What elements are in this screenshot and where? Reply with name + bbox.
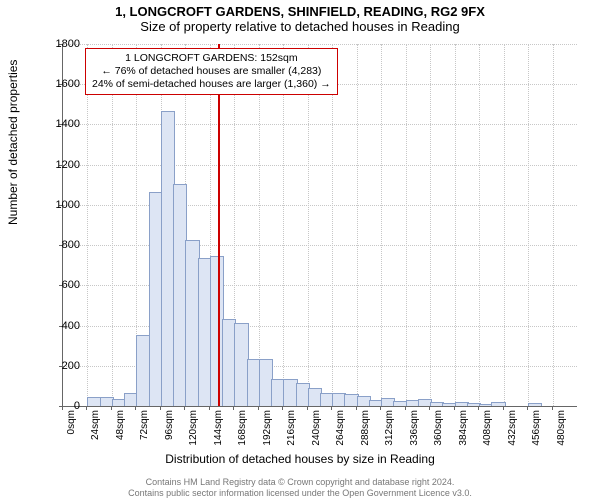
xtick-label: 72sqm	[139, 410, 150, 440]
chart-container: 1, LONGCROFT GARDENS, SHINFIELD, READING…	[0, 0, 600, 500]
xtick-label: 120sqm	[188, 410, 199, 446]
gridline-v	[112, 44, 113, 406]
xtick-mark	[552, 406, 553, 410]
gridline-h	[63, 326, 577, 327]
xtick-label: 24sqm	[90, 410, 101, 440]
xtick-label: 240sqm	[311, 410, 322, 446]
xtick-label: 264sqm	[335, 410, 346, 446]
xtick-mark	[429, 406, 430, 410]
ytick-label: 1600	[40, 78, 80, 90]
ytick-label: 1400	[40, 118, 80, 130]
y-axis-label: Number of detached properties	[6, 60, 20, 225]
gridline-v	[406, 44, 407, 406]
xtick-label: 48sqm	[115, 410, 126, 440]
xtick-mark	[503, 406, 504, 410]
xtick-label: 168sqm	[237, 410, 248, 446]
xtick-label: 96sqm	[164, 410, 175, 440]
xtick-label: 480sqm	[556, 410, 567, 446]
xtick-label: 336sqm	[409, 410, 420, 446]
gridline-v	[308, 44, 309, 406]
xtick-mark	[405, 406, 406, 410]
gridline-h	[63, 165, 577, 166]
xtick-mark	[527, 406, 528, 410]
gridline-v	[553, 44, 554, 406]
xtick-label: 456sqm	[531, 410, 542, 446]
title-main: 1, LONGCROFT GARDENS, SHINFIELD, READING…	[0, 0, 600, 19]
gridline-v	[283, 44, 284, 406]
xtick-label: 384sqm	[458, 410, 469, 446]
reference-line	[218, 44, 220, 406]
gridline-v	[504, 44, 505, 406]
annotation-box: 1 LONGCROFT GARDENS: 152sqm← 76% of deta…	[85, 48, 338, 95]
xtick-mark	[454, 406, 455, 410]
title-sub: Size of property relative to detached ho…	[0, 19, 600, 34]
xtick-mark	[209, 406, 210, 410]
ytick-label: 0	[40, 400, 80, 412]
histogram-bar	[528, 403, 542, 406]
annotation-line: 1 LONGCROFT GARDENS: 152sqm	[92, 52, 331, 65]
xtick-mark	[380, 406, 381, 410]
xtick-label: 0sqm	[66, 410, 77, 434]
gridline-v	[87, 44, 88, 406]
gridline-v	[381, 44, 382, 406]
gridline-v	[259, 44, 260, 406]
xtick-label: 288sqm	[360, 410, 371, 446]
xtick-mark	[233, 406, 234, 410]
annotation-line: ← 76% of detached houses are smaller (4,…	[92, 65, 331, 78]
footer-line-2: Contains public sector information licen…	[0, 488, 600, 498]
xtick-mark	[184, 406, 185, 410]
ytick-label: 1000	[40, 199, 80, 211]
xtick-mark	[111, 406, 112, 410]
ytick-label: 1200	[40, 159, 80, 171]
ytick-label: 200	[40, 360, 80, 372]
gridline-v	[332, 44, 333, 406]
xtick-mark	[86, 406, 87, 410]
gridline-h	[63, 44, 577, 45]
xtick-label: 312sqm	[384, 410, 395, 446]
xtick-mark	[331, 406, 332, 410]
gridline-h	[63, 245, 577, 246]
gridline-h	[63, 124, 577, 125]
x-axis-label: Distribution of detached houses by size …	[0, 452, 600, 466]
xtick-label: 144sqm	[213, 410, 224, 446]
xtick-label: 408sqm	[482, 410, 493, 446]
xtick-mark	[282, 406, 283, 410]
ytick-label: 600	[40, 279, 80, 291]
annotation-line: 24% of semi-detached houses are larger (…	[92, 78, 331, 91]
xtick-mark	[135, 406, 136, 410]
footer-line-1: Contains HM Land Registry data © Crown c…	[0, 477, 600, 487]
xtick-mark	[258, 406, 259, 410]
chart-area: 1 LONGCROFT GARDENS: 152sqm← 76% of deta…	[62, 44, 576, 406]
gridline-v	[455, 44, 456, 406]
footer: Contains HM Land Registry data © Crown c…	[0, 477, 600, 498]
xtick-label: 192sqm	[262, 410, 273, 446]
gridline-v	[479, 44, 480, 406]
xtick-mark	[478, 406, 479, 410]
ytick-label: 800	[40, 239, 80, 251]
gridline-h	[63, 285, 577, 286]
gridline-h	[63, 205, 577, 206]
xtick-label: 216sqm	[286, 410, 297, 446]
xtick-mark	[307, 406, 308, 410]
xtick-label: 432sqm	[507, 410, 518, 446]
gridline-v	[357, 44, 358, 406]
xtick-label: 360sqm	[433, 410, 444, 446]
ytick-label: 400	[40, 320, 80, 332]
xtick-mark	[160, 406, 161, 410]
gridline-v	[528, 44, 529, 406]
ytick-label: 1800	[40, 38, 80, 50]
gridline-v	[430, 44, 431, 406]
xtick-mark	[356, 406, 357, 410]
plot-area: 1 LONGCROFT GARDENS: 152sqm← 76% of deta…	[62, 44, 577, 407]
